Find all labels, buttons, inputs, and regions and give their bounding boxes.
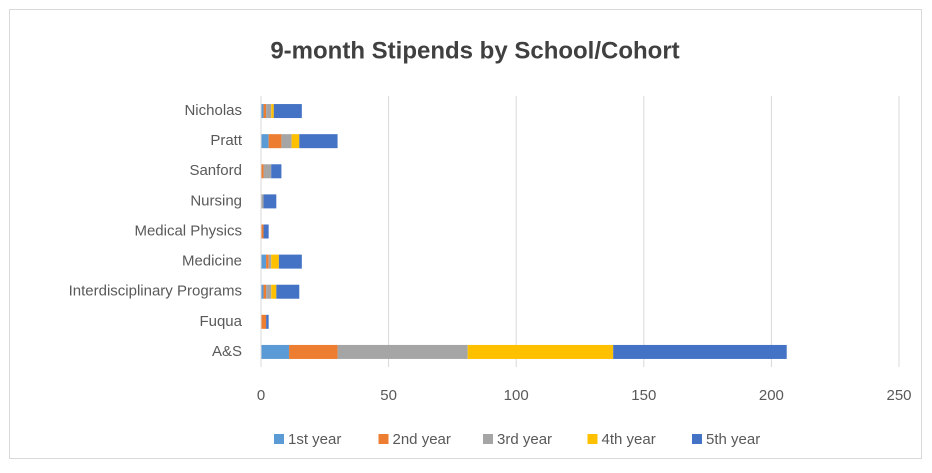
legend-label: 1st year (288, 431, 341, 448)
y-tick-label: Fuqua (199, 313, 242, 330)
legend-label: 5th year (706, 431, 760, 448)
bar-segment (266, 254, 269, 269)
x-tick-label: 100 (504, 387, 529, 404)
x-tick-label: 0 (257, 387, 265, 404)
bar-segment (271, 284, 277, 299)
legend-label: 2nd year (393, 431, 451, 448)
bar-segment (263, 194, 277, 209)
x-tick-label: 250 (886, 387, 911, 404)
x-tick-label: 200 (759, 387, 784, 404)
bar-segment (268, 134, 282, 149)
bar-segment (337, 344, 468, 359)
legend-swatch (587, 434, 598, 444)
y-tick-label: Medical Physics (134, 222, 242, 239)
legend-swatch (692, 434, 702, 444)
bar-segment (266, 314, 269, 329)
bar-segment (261, 284, 264, 299)
bar-segment (271, 104, 274, 119)
bar-segment (613, 344, 787, 359)
bar-segment (278, 254, 302, 269)
bar-segment (263, 284, 267, 299)
y-tick-label: Medicine (182, 253, 242, 270)
bar-segment (261, 314, 267, 329)
bar-segment (289, 344, 338, 359)
legend-swatch (378, 434, 389, 444)
legend-swatch (274, 434, 284, 444)
bar-segment (263, 104, 267, 119)
y-tick-label: A&S (212, 343, 242, 360)
x-tick-label: 150 (631, 387, 656, 404)
bar-segment (266, 284, 272, 299)
y-tick-label: Sanford (189, 162, 242, 179)
bar-segment (263, 164, 272, 179)
bar-segment (261, 254, 267, 269)
x-tick-label: 50 (380, 387, 397, 404)
bar-segment (273, 104, 302, 119)
legend-label: 4th year (602, 431, 656, 448)
y-tick-label: Pratt (210, 132, 243, 149)
bar-segment (467, 344, 614, 359)
bar-segment (268, 254, 272, 269)
bar-segment (261, 224, 264, 239)
bar-segment (261, 104, 264, 119)
bar-segment (266, 104, 272, 119)
y-tick-label: Interdisciplinary Programs (69, 283, 242, 300)
bar-segment (261, 164, 264, 179)
bar-segment (261, 194, 264, 209)
bar-segment (276, 284, 300, 299)
chart-title: 9-month Stipends by School/Cohort (270, 37, 679, 64)
y-tick-label: Nursing (190, 192, 242, 209)
bar-segment (271, 254, 279, 269)
y-tick-label: Nicholas (184, 102, 242, 119)
bar-segment (261, 344, 290, 359)
bar-segment (281, 134, 292, 149)
bar-segment (263, 224, 269, 239)
bar-segment (299, 134, 338, 149)
bar-segment (261, 134, 269, 149)
legend-swatch (483, 434, 493, 444)
bar-segment (291, 134, 300, 149)
chart-frame (9, 9, 922, 459)
bar-segment (271, 164, 282, 179)
legend-label: 3rd year (497, 431, 552, 448)
